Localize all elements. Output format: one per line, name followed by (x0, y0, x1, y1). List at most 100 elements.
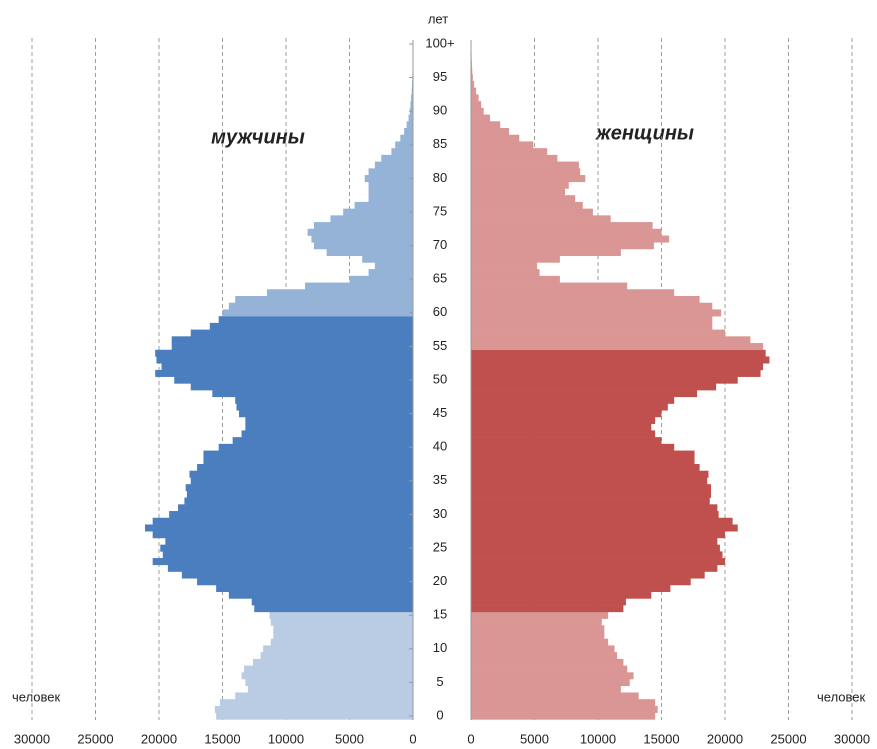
bar (368, 195, 413, 203)
bar (471, 94, 479, 102)
bar (152, 558, 413, 566)
bar (471, 490, 712, 498)
bar (214, 705, 413, 713)
bar (471, 410, 662, 418)
y-tick-label: 60 (433, 304, 447, 319)
bar (471, 302, 713, 310)
bar (471, 443, 675, 451)
y-tick-label: 55 (433, 338, 447, 353)
bar (162, 551, 413, 559)
x-tick-label: 10000 (268, 731, 304, 746)
bar (471, 168, 581, 176)
bar (471, 470, 709, 478)
bar (471, 208, 593, 216)
bar (471, 632, 605, 640)
bar (471, 416, 656, 424)
bar (471, 712, 656, 720)
bar (270, 638, 413, 646)
bar (471, 141, 534, 149)
bar (197, 578, 413, 586)
bar (471, 309, 722, 317)
bar (161, 363, 413, 371)
bar (219, 699, 413, 707)
bar (471, 464, 700, 472)
bar (471, 114, 491, 122)
bar (471, 329, 725, 337)
bar (209, 322, 413, 330)
bar (368, 188, 413, 196)
bar (471, 289, 675, 297)
bar (471, 497, 710, 505)
bar (368, 181, 413, 189)
bar (406, 121, 413, 129)
bar (245, 416, 413, 424)
bar (244, 665, 413, 673)
bar (411, 87, 413, 95)
x-tick-label: 10000 (580, 731, 616, 746)
bar (400, 134, 413, 142)
bar (245, 679, 413, 687)
bar (471, 390, 698, 398)
bar (471, 618, 602, 626)
bar (155, 349, 413, 357)
bar (218, 443, 413, 451)
bar (471, 403, 668, 411)
bar (471, 228, 662, 236)
bar (235, 692, 413, 700)
bar (404, 128, 413, 136)
bar (471, 578, 691, 586)
bar (251, 598, 413, 606)
bar (471, 531, 725, 539)
bar (374, 262, 413, 270)
bar (186, 490, 413, 498)
bar (471, 215, 611, 223)
bar (218, 316, 413, 324)
bar (181, 571, 413, 579)
bar (471, 282, 628, 290)
bar (471, 558, 725, 566)
bar (471, 571, 705, 579)
bar (171, 343, 413, 351)
bar (471, 679, 630, 687)
bar (471, 430, 656, 438)
bar (471, 625, 605, 633)
bar (471, 235, 670, 243)
bar (273, 625, 413, 633)
x-tick-label: 20000 (707, 731, 743, 746)
bar (471, 605, 624, 613)
bar (368, 269, 413, 277)
bar (471, 67, 473, 75)
bar (171, 336, 413, 344)
y-tick-label: 15 (433, 607, 447, 622)
x-tick-label: 5000 (335, 731, 364, 746)
bar (471, 349, 766, 357)
bar (471, 511, 719, 519)
bar (471, 296, 700, 304)
bar (471, 611, 609, 619)
bar (471, 564, 718, 572)
bar (471, 128, 510, 136)
bar (471, 638, 609, 646)
y-tick-label: 25 (433, 539, 447, 554)
y-tick-label: 65 (433, 271, 447, 286)
y-tick-label: 70 (433, 237, 447, 252)
bar (391, 148, 413, 156)
bar (395, 141, 413, 149)
bar (471, 336, 751, 344)
bar (471, 477, 708, 485)
bar (190, 477, 413, 485)
bar (471, 134, 520, 142)
bar (241, 430, 413, 438)
bar (203, 457, 413, 465)
bar (152, 531, 413, 539)
bar (247, 685, 413, 693)
x-tick-label: 25000 (77, 731, 113, 746)
bar (313, 242, 413, 250)
bar (216, 584, 413, 592)
x-tick-label: 0 (467, 731, 474, 746)
y-tick-label: 100+ (425, 35, 454, 50)
x-tick-label: 5000 (520, 731, 549, 746)
bar (216, 712, 413, 720)
y-tick-label: 0 (436, 707, 443, 722)
bar (189, 470, 413, 478)
